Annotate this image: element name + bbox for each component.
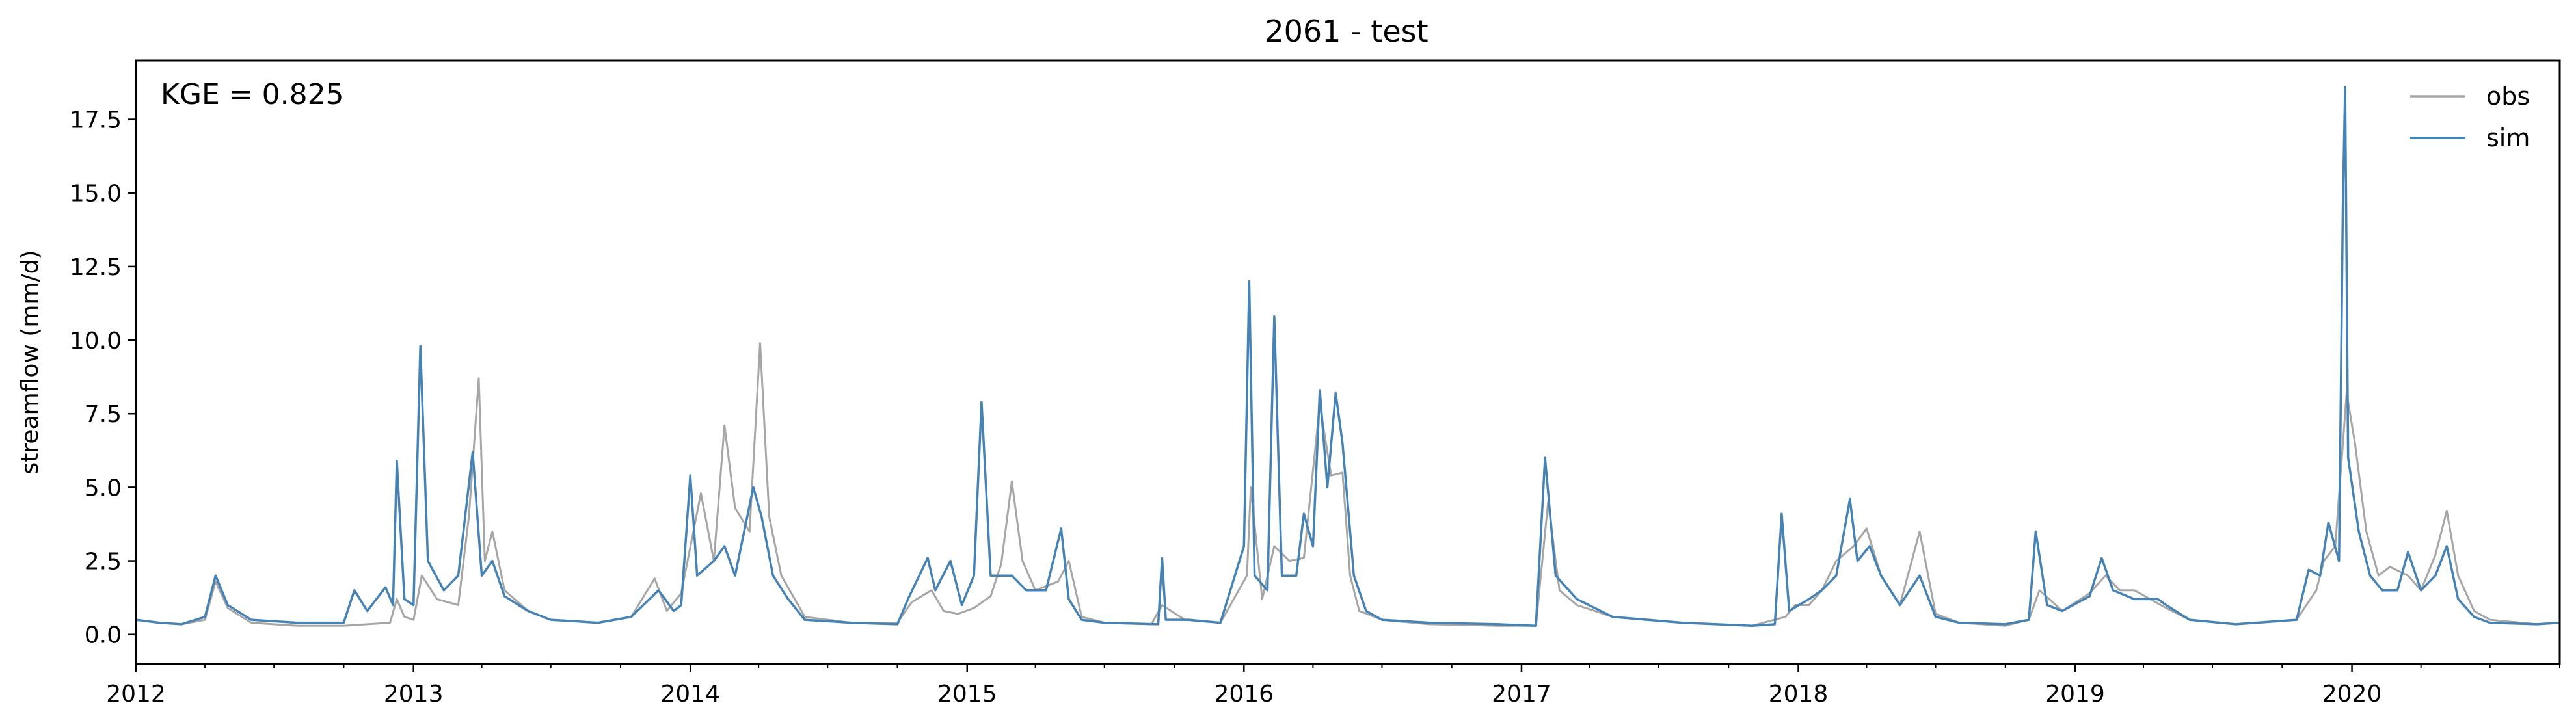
y-tick-label: 10.0 xyxy=(70,328,122,354)
kge-annotation: KGE = 0.825 xyxy=(161,78,344,111)
x-tick-label: 2018 xyxy=(1769,681,1829,707)
series-line-sim xyxy=(135,85,2560,627)
y-tick-label: 2.5 xyxy=(85,549,122,575)
x-tick-label: 2015 xyxy=(937,681,997,707)
x-axis: 2012 2013 2014 2015 2016 2017 2018 2019 2020 xyxy=(106,664,2560,707)
legend-label-obs: obs xyxy=(2486,82,2530,111)
y-tick-label: 0.0 xyxy=(85,622,122,649)
x-tick-label: 2019 xyxy=(2045,681,2105,707)
chart-title: 2061 - test xyxy=(1265,14,1428,49)
x-tick-label: 2012 xyxy=(106,681,166,707)
x-tick-label: 2017 xyxy=(1492,681,1551,707)
y-tick-label: 17.5 xyxy=(70,107,122,134)
plot-series xyxy=(135,85,2560,627)
legend: obs sim xyxy=(2410,82,2530,152)
x-tick-label: 2013 xyxy=(384,681,444,707)
legend-label-sim: sim xyxy=(2486,124,2530,152)
y-axis-label: streamflow (mm/d) xyxy=(17,250,44,475)
y-tick-label: 7.5 xyxy=(85,401,122,428)
x-tick-label: 2016 xyxy=(1214,681,1274,707)
y-tick-label: 15.0 xyxy=(70,181,122,207)
y-tick-label: 12.5 xyxy=(70,254,122,281)
x-tick-label: 2020 xyxy=(2322,681,2382,707)
y-axis: 0.0 2.5 5.0 7.5 10.0 12.5 15.0 17.5 xyxy=(70,107,136,649)
x-tick-label: 2014 xyxy=(660,681,720,707)
plot-frame xyxy=(135,59,2561,665)
series-line-obs xyxy=(135,342,2560,627)
y-tick-label: 5.0 xyxy=(85,475,122,501)
